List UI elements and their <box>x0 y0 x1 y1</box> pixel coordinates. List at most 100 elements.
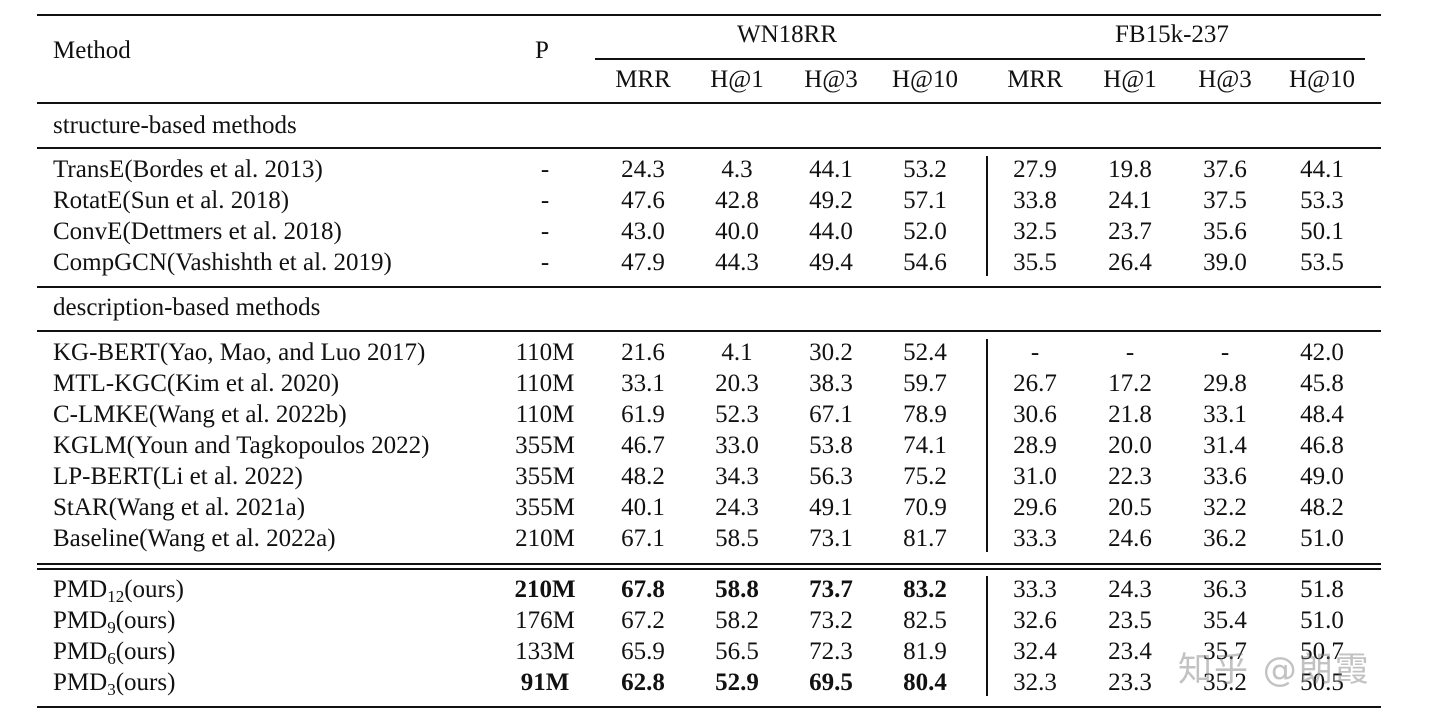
param-count: 355M <box>515 432 575 459</box>
metric-value: 73.2 <box>809 607 853 634</box>
metric-value: 24.3 <box>621 156 665 183</box>
metric-value: 23.3 <box>1108 669 1152 696</box>
section-rule <box>37 330 1381 332</box>
metric-value: 52.4 <box>903 339 947 366</box>
metric-value: 49.0 <box>1300 463 1344 490</box>
metric-value: 34.3 <box>715 463 759 490</box>
metric-value: 51.0 <box>1300 525 1344 552</box>
metric-value: 45.8 <box>1300 370 1344 397</box>
metric-value: 33.6 <box>1203 463 1247 490</box>
table-row: PMD6(ours) 133M 65.9 56.5 72.3 81.9 32.4 23.4 35… <box>37 636 1381 667</box>
section-label: description-based methods <box>53 294 321 321</box>
table-row: KGLM(Youn and Tagkopoulos 2022) 355M 46.7 3… <box>37 430 1381 461</box>
metric-value: 73.1 <box>809 525 853 552</box>
metric-value: 20.0 <box>1108 432 1152 459</box>
metric-value: 17.2 <box>1108 370 1152 397</box>
watermark: 知乎 @朗霞 <box>1178 650 1371 690</box>
method-name: TransE(Bordes et al. 2013) <box>53 156 323 183</box>
table-row: StAR(Wang et al. 2021a) 355M 40.1 24.3 49.1 7… <box>37 492 1381 523</box>
method-name: PMD6(ours) <box>53 638 176 668</box>
metric-value: 33.1 <box>1203 401 1247 428</box>
metric-value: 33.0 <box>715 432 759 459</box>
header-metric: H@1 <box>1103 66 1157 93</box>
metric-value: 20.5 <box>1108 494 1152 521</box>
metric-value: 50.1 <box>1300 218 1344 245</box>
method-name: PMD9(ours) <box>53 607 176 637</box>
metric-value: 58.2 <box>715 607 759 634</box>
param-count: 210M <box>515 525 575 552</box>
param-count: 91M <box>520 669 570 696</box>
param-count: 355M <box>515 494 575 521</box>
param-count: 110M <box>515 370 575 397</box>
metric-value: 23.7 <box>1108 218 1152 245</box>
metric-value: 43.0 <box>621 218 665 245</box>
group-rule <box>595 58 1365 60</box>
param-count: 176M <box>515 607 575 634</box>
table-row: KG-BERT(Yao, Mao, and Luo 2017) 110M 21.6 4… <box>37 337 1381 368</box>
metric-value: 21.8 <box>1108 401 1152 428</box>
metric-value: 53.5 <box>1300 249 1344 276</box>
group-separator <box>986 156 988 276</box>
metric-value: 81.7 <box>903 525 947 552</box>
metric-value: 67.1 <box>621 525 665 552</box>
metric-value: 80.4 <box>903 669 947 696</box>
metric-value: 19.8 <box>1108 156 1152 183</box>
metric-value: 56.3 <box>809 463 853 490</box>
metric-value: 53.3 <box>1300 187 1344 214</box>
method-name: RotatE(Sun et al. 2018) <box>53 187 290 214</box>
header-metric: H@10 <box>1288 66 1356 93</box>
param-count: 110M <box>515 401 575 428</box>
metric-value: 26.7 <box>1013 370 1057 397</box>
bottom-rule <box>37 706 1381 708</box>
metric-value: 40.1 <box>621 494 665 521</box>
metric-value: 70.9 <box>903 494 947 521</box>
metric-value: 57.1 <box>903 187 947 214</box>
table-row: RotatE(Sun et al. 2018) - 47.6 42.8 49.2 57.1… <box>37 185 1381 216</box>
metric-value: 35.2 <box>1203 669 1247 696</box>
method-name: LP-BERT(Li et al. 2022) <box>53 463 303 490</box>
metric-value: 59.7 <box>903 370 947 397</box>
metric-value: 32.4 <box>1013 638 1057 665</box>
param-count: - <box>540 218 550 245</box>
metric-value: 58.8 <box>715 576 759 603</box>
double-rule-top <box>37 563 1381 565</box>
table-row: Baseline(Wang et al. 2022a) 210M 67.1 58.5 7… <box>37 523 1381 554</box>
metric-value: 24.6 <box>1108 525 1152 552</box>
metric-value: 36.2 <box>1203 525 1247 552</box>
header-method: Method <box>53 37 131 64</box>
metric-value: 51.0 <box>1300 607 1344 634</box>
metric-value: 53.2 <box>903 156 947 183</box>
method-name: KGLM(Youn and Tagkopoulos 2022) <box>53 432 430 459</box>
metric-value: 56.5 <box>715 638 759 665</box>
metric-value: 24.1 <box>1108 187 1152 214</box>
metric-value: 82.5 <box>903 607 947 634</box>
metric-value: 35.4 <box>1203 607 1247 634</box>
metric-value: 67.1 <box>809 401 853 428</box>
metric-value: 67.2 <box>621 607 665 634</box>
metric-value: 4.1 <box>721 339 753 366</box>
metric-value: 69.5 <box>809 669 853 696</box>
metric-value: 35.6 <box>1203 218 1247 245</box>
param-count: 110M <box>515 339 575 366</box>
table-row: LP-BERT(Li et al. 2022) 355M 48.2 34.3 56.3 7… <box>37 461 1381 492</box>
metric-value: 67.8 <box>621 576 665 603</box>
metric-value: 4.3 <box>721 156 753 183</box>
metric-value: 53.8 <box>809 432 853 459</box>
metric-value: 32.5 <box>1013 218 1057 245</box>
header-group-wn18rr: WN18RR <box>737 21 837 48</box>
group-separator <box>986 576 988 696</box>
method-name: CompGCN(Vashishth et al. 2019) <box>53 249 392 276</box>
method-name: PMD3(ours) <box>53 669 176 699</box>
metric-value: 37.5 <box>1203 187 1247 214</box>
metric-value: 36.3 <box>1203 576 1247 603</box>
method-name: StAR(Wang et al. 2021a) <box>53 494 306 521</box>
metric-value: 27.9 <box>1013 156 1057 183</box>
header-group-fb15k: FB15k-237 <box>1115 21 1229 48</box>
metric-value: 33.3 <box>1013 525 1057 552</box>
metric-value: 74.1 <box>903 432 947 459</box>
header-rule <box>37 102 1381 104</box>
metric-value: 44.1 <box>1300 156 1344 183</box>
metric-value: 30.6 <box>1013 401 1057 428</box>
param-count: - <box>540 156 550 183</box>
table-row: CompGCN(Vashishth et al. 2019) - 47.9 44.3 4… <box>37 247 1381 278</box>
